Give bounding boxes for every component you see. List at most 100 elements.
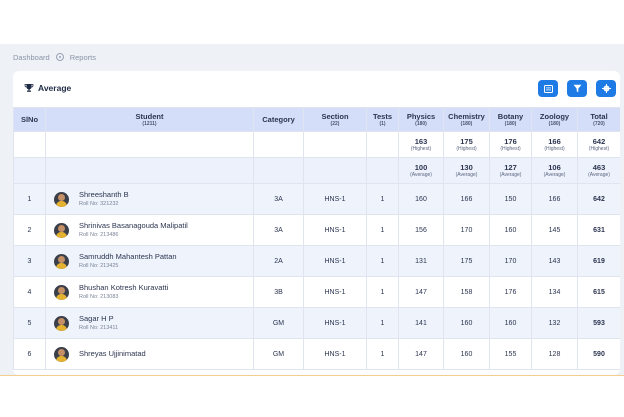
roll-number: Roll No: 213425 (79, 263, 119, 269)
avatar (54, 191, 69, 207)
average-value: 130 (460, 163, 473, 172)
average-value: 106 (548, 163, 561, 172)
avatar (54, 284, 69, 300)
column-header-count: (1211) (142, 121, 157, 127)
student-name[interactable]: Sagar H P (79, 314, 114, 323)
table-row[interactable]: 3 Samruddh Mahantesh Pattan Roll No: 21342… (13, 245, 620, 277)
column-header-label: Zoology (539, 112, 570, 121)
roll-number: Roll No: 213411 (79, 325, 119, 331)
total-cell: 590 (577, 338, 620, 370)
tests-cell: 1 (366, 214, 399, 246)
physics-cell: 141 (398, 307, 444, 339)
sl-cell: 2 (13, 214, 46, 246)
chemistry-cell: 160 (443, 338, 490, 370)
roll-number: Roll No: 213486 (79, 232, 119, 238)
table-row[interactable]: 1 Shreeshanth B Roll No: 321232 3A HNS-1 1 160… (13, 183, 620, 215)
student-name[interactable]: Bhushan Kotresh Kuravatti (79, 283, 169, 292)
column-header-zoology[interactable]: Zoology (180) (531, 107, 578, 132)
tests-cell: 1 (366, 307, 399, 339)
column-header-student[interactable]: Student (1211) (45, 107, 254, 132)
empty-cell (13, 131, 46, 158)
highest-cell: 166 (Highest) (531, 131, 578, 158)
trophy-icon (24, 84, 34, 92)
column-header-slno[interactable]: SlNo (13, 107, 46, 132)
column-header-label: Total (590, 112, 608, 121)
empty-cell (253, 131, 304, 158)
column-header-label: Category (262, 115, 295, 124)
column-header-section[interactable]: Section (22) (303, 107, 367, 132)
empty-cell (13, 157, 46, 184)
highest-cell: 163 (Highest) (398, 131, 444, 158)
breadcrumb-separator-icon (55, 53, 64, 61)
card-title-text: Average (38, 83, 72, 93)
highest-label: (Highest) (410, 146, 432, 152)
card-header: Average (13, 71, 620, 107)
average-cell: 463 (Average) (577, 157, 620, 184)
botany-cell: 155 (489, 338, 532, 370)
physics-cell: 147 (398, 338, 444, 370)
student-cell: Shrinivas Basanagouda Malipatil Roll No: … (45, 214, 254, 246)
physics-cell: 160 (398, 183, 444, 215)
chemistry-cell: 170 (443, 214, 490, 246)
highest-value: 163 (414, 137, 428, 146)
student-name[interactable]: Samruddh Mahantesh Pattan (79, 252, 177, 261)
avatar (54, 222, 69, 238)
column-header-count: (22) (330, 121, 340, 127)
physics-cell: 131 (398, 245, 444, 277)
roll-number: Roll No: 213083 (79, 294, 119, 300)
highest-row: 163 (Highest) 175 (Highest) 176 (Highest) 166(… (13, 131, 620, 158)
section-cell: HNS-1 (303, 214, 367, 246)
category-cell: GM (253, 307, 304, 339)
section-cell: HNS-1 (303, 338, 367, 370)
column-header-count: (180) (415, 121, 427, 127)
list-view-button[interactable] (538, 80, 558, 97)
student-name[interactable]: Shreyas Ujjinimatad (79, 349, 146, 358)
total-cell: 631 (577, 214, 620, 246)
highest-cell: 175 (Highest) (443, 131, 490, 158)
average-value: 100 (414, 163, 428, 172)
empty-cell (303, 131, 367, 158)
column-header-label: Physics (406, 112, 436, 121)
column-header-count: (1) (379, 121, 386, 127)
column-header-label: Tests (372, 112, 393, 121)
column-header-category[interactable]: Category (253, 107, 304, 132)
table-row[interactable]: 4 Bhushan Kotresh Kuravatti Roll No: 21308… (13, 276, 620, 308)
table-row[interactable]: 5 Sagar H P Roll No: 213411 GM HNS-1 1 141 160 1… (13, 307, 620, 339)
section-cell: HNS-1 (303, 276, 367, 308)
average-cell: 127 (Average) (489, 157, 532, 184)
column-header-chemistry[interactable]: Chemistry (180) (443, 107, 490, 132)
highest-label: (Highest) (500, 146, 521, 152)
student-cell: Bhushan Kotresh Kuravatti Roll No: 213083 (45, 276, 254, 308)
column-header-physics[interactable]: Physics (180) (398, 107, 444, 132)
breadcrumb: Dashboard Reports (13, 51, 96, 63)
student-name[interactable]: Shrinivas Basanagouda Malipatil (79, 221, 188, 230)
sl-cell: 4 (13, 276, 46, 308)
column-header-tests[interactable]: Tests (1) (366, 107, 399, 132)
breadcrumb-reports: Reports (69, 52, 96, 62)
column-header-label: Chemistry (448, 112, 485, 121)
sl-cell: 1 (13, 183, 46, 215)
botany-cell: 160 (489, 307, 532, 339)
botany-cell: 170 (489, 245, 532, 277)
column-header-botany[interactable]: Botany (180) (489, 107, 532, 132)
average-label: (Average) (543, 172, 566, 178)
zoology-cell: 143 (531, 245, 578, 277)
empty-cell (303, 157, 367, 184)
table-row[interactable]: 2 Shrinivas Basanagouda Malipatil Roll No:… (13, 214, 620, 246)
average-label: (Average) (499, 172, 522, 178)
average-value: 463 (592, 163, 606, 172)
student-name[interactable]: Shreeshanth B (79, 190, 129, 199)
botany-cell: 176 (489, 276, 532, 308)
column-header-total[interactable]: Total (720) (577, 107, 620, 132)
section-cell: HNS-1 (303, 245, 367, 277)
student-info: Sagar H P Roll No: 213411 (54, 314, 253, 332)
breadcrumb-dashboard[interactable]: Dashboard (13, 52, 50, 62)
empty-cell (253, 157, 304, 184)
column-header-label: Botany (497, 112, 524, 121)
student-info: Shrinivas Basanagouda Malipatil Roll No: … (54, 221, 253, 239)
average-label: (Average) (455, 172, 478, 178)
table-row[interactable]: 6 Shreyas Ujjinimatad GM HNS-1 1 147 160 155 128… (13, 338, 620, 370)
filter-button[interactable] (567, 80, 587, 97)
category-cell: 3A (253, 183, 304, 215)
settings-button[interactable] (596, 80, 616, 97)
